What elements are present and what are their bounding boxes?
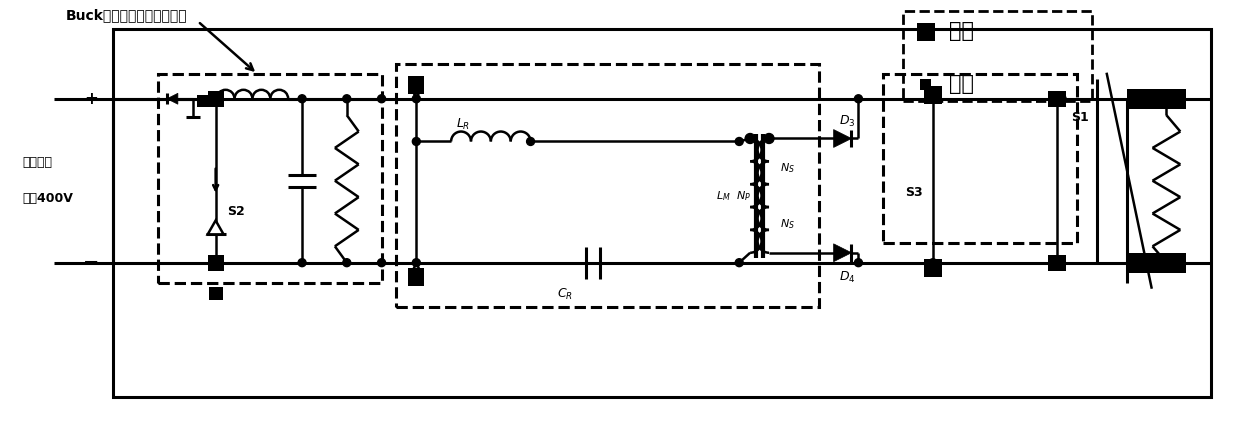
Circle shape bbox=[1053, 259, 1061, 267]
Circle shape bbox=[735, 259, 743, 267]
Bar bbox=[917, 23, 935, 41]
Circle shape bbox=[413, 259, 420, 267]
Bar bbox=[208, 255, 223, 270]
Circle shape bbox=[212, 95, 219, 103]
Text: +: + bbox=[84, 90, 98, 108]
Text: 关断: 关断 bbox=[949, 74, 974, 94]
Circle shape bbox=[527, 137, 534, 146]
Circle shape bbox=[855, 95, 862, 103]
Circle shape bbox=[1058, 95, 1066, 103]
Text: S1: S1 bbox=[1070, 110, 1089, 124]
Bar bbox=[409, 76, 424, 94]
Circle shape bbox=[764, 134, 774, 143]
Polygon shape bbox=[834, 244, 851, 262]
Text: $N_P$: $N_P$ bbox=[736, 189, 751, 203]
Bar bbox=[924, 86, 942, 104]
Bar bbox=[208, 91, 223, 107]
Circle shape bbox=[343, 259, 351, 267]
Text: S2: S2 bbox=[228, 205, 245, 218]
Bar bbox=[1048, 91, 1066, 107]
Circle shape bbox=[343, 95, 351, 103]
Text: −: − bbox=[83, 253, 99, 272]
Text: $N_S$: $N_S$ bbox=[781, 161, 795, 175]
Polygon shape bbox=[167, 93, 178, 104]
Bar bbox=[159, 74, 382, 282]
Text: 开通: 开通 bbox=[949, 21, 974, 41]
Text: $L_M$: $L_M$ bbox=[716, 189, 731, 203]
Circle shape bbox=[929, 95, 937, 103]
Circle shape bbox=[855, 259, 862, 267]
Text: $L_R$: $L_R$ bbox=[456, 116, 471, 132]
Circle shape bbox=[929, 259, 937, 267]
Bar bbox=[197, 95, 208, 107]
Bar bbox=[396, 64, 819, 307]
Bar bbox=[1048, 255, 1066, 270]
Circle shape bbox=[413, 95, 420, 103]
Bar bbox=[903, 11, 1092, 101]
Text: $D_3$: $D_3$ bbox=[839, 113, 855, 129]
Bar bbox=[1126, 89, 1186, 109]
Circle shape bbox=[378, 259, 385, 267]
Bar bbox=[409, 268, 424, 285]
Text: $D_4$: $D_4$ bbox=[839, 270, 855, 285]
Circle shape bbox=[735, 137, 743, 146]
Text: Buck型小功率直流变换电路: Buck型小功率直流变换电路 bbox=[66, 8, 187, 22]
Text: S3: S3 bbox=[906, 186, 923, 199]
Polygon shape bbox=[834, 130, 851, 147]
Text: $N_S$: $N_S$ bbox=[781, 217, 795, 231]
Circle shape bbox=[378, 95, 385, 103]
Text: 电源400V: 电源400V bbox=[22, 192, 73, 205]
Circle shape bbox=[745, 134, 755, 143]
Bar bbox=[208, 286, 223, 300]
Bar bbox=[924, 259, 942, 276]
Bar bbox=[921, 79, 930, 90]
Circle shape bbox=[299, 259, 306, 267]
Bar bbox=[113, 29, 1212, 397]
Text: 家用直流: 家用直流 bbox=[22, 156, 52, 169]
Text: $C_R$: $C_R$ bbox=[558, 286, 574, 302]
Circle shape bbox=[1053, 95, 1061, 103]
Circle shape bbox=[212, 259, 219, 267]
Bar bbox=[883, 74, 1077, 243]
Circle shape bbox=[299, 95, 306, 103]
Bar bbox=[1126, 253, 1186, 273]
Polygon shape bbox=[208, 220, 223, 235]
Circle shape bbox=[413, 137, 420, 146]
